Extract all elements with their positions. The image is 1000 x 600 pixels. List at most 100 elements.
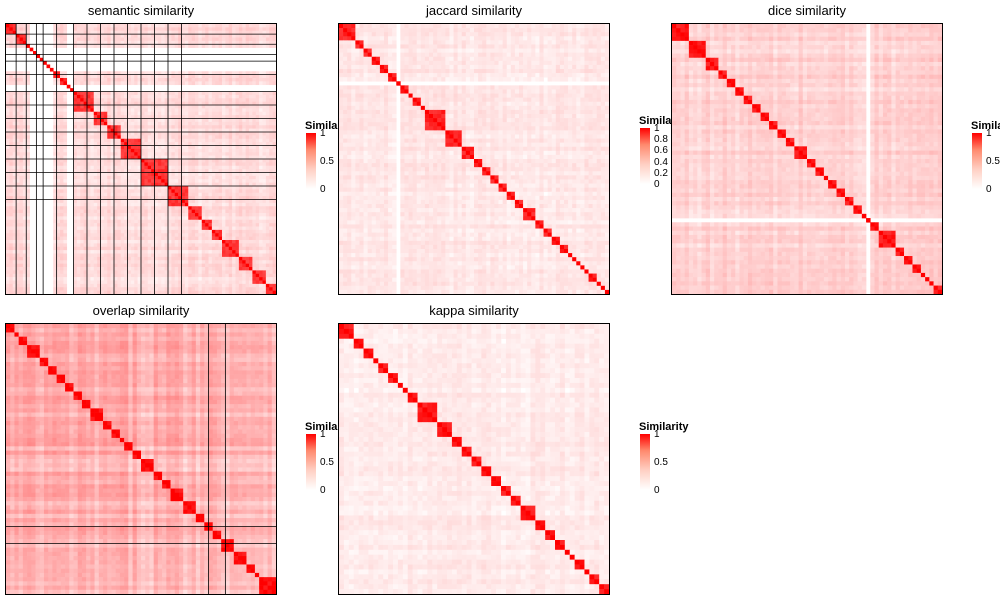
heatmap-cell xyxy=(168,226,172,231)
heatmap-cell xyxy=(103,135,108,140)
heatmap-cell xyxy=(127,74,132,79)
heatmap-cell xyxy=(120,115,125,119)
heatmap-cell xyxy=(147,135,152,140)
heatmap-cell xyxy=(16,250,20,254)
heatmap-cell xyxy=(235,280,240,285)
heatmap-cell xyxy=(252,213,257,217)
heatmap-cell xyxy=(53,159,57,163)
heatmap-cell xyxy=(147,98,152,102)
heatmap-cell xyxy=(188,91,192,96)
heatmap-cell xyxy=(63,182,68,187)
heatmap-cell xyxy=(225,189,230,194)
heatmap-cell xyxy=(147,246,152,251)
heatmap-cell xyxy=(262,30,267,35)
heatmap-cell xyxy=(87,277,91,281)
heatmap-cell xyxy=(184,152,189,156)
heatmap-cell xyxy=(19,229,24,234)
heatmap-cell xyxy=(134,148,138,153)
heatmap-cell xyxy=(157,30,162,35)
heatmap-cell xyxy=(103,81,108,86)
heatmap-cell xyxy=(168,229,172,234)
heatmap-cell xyxy=(157,280,162,285)
heatmap-cell xyxy=(218,24,223,28)
heatmap-cell xyxy=(168,81,172,86)
heatmap-cell xyxy=(63,209,68,214)
heatmap-cell xyxy=(157,219,162,224)
heatmap-cell xyxy=(144,128,149,133)
heatmap-cell xyxy=(249,105,253,109)
heatmap-cell xyxy=(87,101,91,106)
heatmap-cell xyxy=(63,159,68,163)
heatmap-cell xyxy=(208,27,213,32)
heatmap-cell xyxy=(225,280,230,285)
heatmap-cell xyxy=(205,159,209,163)
heatmap-cell xyxy=(174,240,179,244)
heatmap-cell xyxy=(80,118,84,123)
heatmap-cell xyxy=(249,145,253,150)
heatmap-cell xyxy=(198,34,203,38)
heatmap-cell xyxy=(232,236,236,241)
heatmap-cell xyxy=(174,148,179,153)
heatmap-cell xyxy=(12,213,17,217)
heatmap-cell xyxy=(195,196,199,200)
heatmap-cell xyxy=(262,287,267,291)
heatmap-cell xyxy=(245,263,250,268)
heatmap-cell xyxy=(232,229,236,234)
heatmap-cell xyxy=(161,40,165,45)
heatmap-cell xyxy=(63,155,68,160)
heatmap-cell xyxy=(208,256,213,261)
heatmap-cell xyxy=(198,169,203,173)
heatmap-cell xyxy=(249,37,253,42)
heatmap-cell xyxy=(97,246,101,251)
heatmap-cell xyxy=(120,128,125,133)
heatmap-cell xyxy=(262,78,267,82)
heatmap-cell xyxy=(141,162,145,167)
heatmap-cell xyxy=(191,186,196,190)
heatmap-cell xyxy=(12,172,17,177)
heatmap-cell xyxy=(22,24,27,28)
heatmap-cell xyxy=(252,71,257,75)
heatmap-cell xyxy=(198,202,203,207)
heatmap-cell xyxy=(100,270,105,275)
heatmap-cell xyxy=(93,94,98,99)
heatmap-cell xyxy=(265,169,270,173)
heatmap-cell xyxy=(245,277,250,281)
heatmap-cell xyxy=(259,277,263,281)
heatmap-cell xyxy=(83,175,88,180)
heatmap-cell xyxy=(171,165,176,170)
heatmap-cell xyxy=(208,24,213,28)
heatmap-cell xyxy=(120,165,125,170)
heatmap-cell xyxy=(269,91,273,96)
heatmap-cell xyxy=(76,128,81,133)
heatmap-cell xyxy=(222,233,226,237)
heatmap-cell xyxy=(164,162,169,167)
heatmap-cell xyxy=(178,253,182,258)
heatmap-cell xyxy=(144,165,149,170)
heatmap-cell xyxy=(245,199,250,204)
heatmap-cell xyxy=(171,240,176,244)
heatmap-cell xyxy=(147,132,152,136)
heatmap-cell xyxy=(262,138,267,143)
heatmap-cell xyxy=(76,216,81,221)
heatmap-cell xyxy=(97,267,101,271)
heatmap-cell xyxy=(141,186,145,190)
heatmap-cell xyxy=(171,267,176,271)
heatmap-cell xyxy=(12,145,17,150)
heatmap-cell xyxy=(22,172,27,177)
heatmap-cell xyxy=(56,209,61,214)
heatmap-cell xyxy=(83,138,88,143)
heatmap-cell xyxy=(151,233,155,237)
heatmap-cell xyxy=(127,44,132,48)
heatmap-cell xyxy=(272,186,276,190)
heatmap-cell xyxy=(184,179,189,183)
heatmap-cell xyxy=(222,44,226,48)
heatmap-cell xyxy=(191,115,196,119)
heatmap-cell xyxy=(262,105,267,109)
heatmap-cell xyxy=(195,223,199,227)
heatmap-cell xyxy=(232,233,236,237)
heatmap-cell xyxy=(188,101,192,106)
heatmap-cell xyxy=(222,189,226,194)
heatmap-cell xyxy=(76,175,81,180)
heatmap-cell xyxy=(114,236,118,241)
heatmap-cell xyxy=(80,263,84,268)
